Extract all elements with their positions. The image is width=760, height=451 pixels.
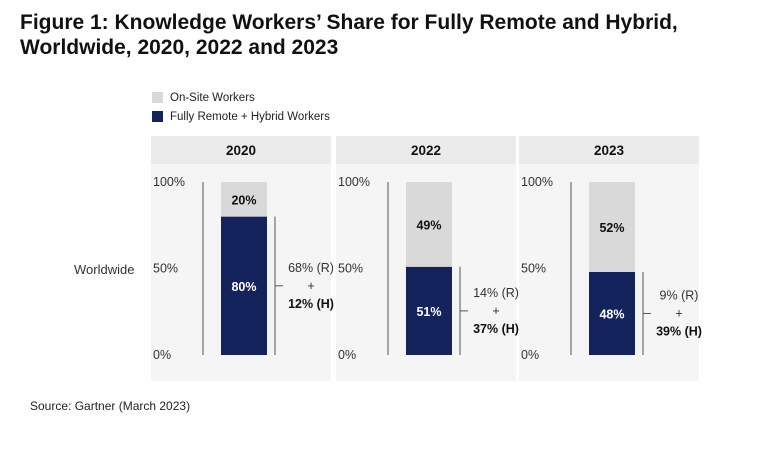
legend-label-remote: Fully Remote + Hybrid Workers: [170, 110, 330, 123]
legend-label-onsite: On-Site Workers: [170, 91, 255, 104]
legend-swatch-onsite: [152, 92, 163, 103]
bar-label-onsite-2023: 52%: [599, 221, 624, 235]
bar-label-onsite-2022: 49%: [416, 218, 441, 232]
y-tick-2023-100: 100%: [521, 175, 553, 189]
bar-remote-2020: [221, 216, 267, 355]
panel-header-label-2020: 2020: [226, 143, 256, 158]
legend: On-Site Workers Fully Remote + Hybrid Wo…: [152, 88, 330, 126]
panel-header-label-2023: 2023: [594, 143, 625, 158]
title-line-1: Figure 1: Knowledge Workers’ Share for F…: [20, 11, 678, 34]
y-tick-2023-50: 50%: [521, 262, 546, 276]
legend-item-remote: Fully Remote + Hybrid Workers: [152, 107, 330, 126]
y-tick-2020-50: 50%: [153, 262, 178, 276]
bar-onsite-2023: [589, 182, 635, 272]
bar-remote-2022: [406, 266, 452, 355]
y-tick-2022-100: 100%: [338, 175, 370, 189]
bar-label-remote-2023: 48%: [599, 307, 624, 321]
panel-header-2022: [336, 136, 516, 164]
bar-label-remote-2020: 80%: [231, 280, 256, 294]
annotation-hybrid-2022: 37% (H): [473, 322, 519, 336]
y-tick-2023-0: 0%: [521, 348, 539, 362]
annotation-remote-2022: 14% (R): [473, 286, 519, 300]
y-tick-2022-0: 0%: [338, 348, 356, 362]
title-line-2: Worldwide, 2020, 2022 and 2023: [20, 36, 339, 59]
annotation-plus-2020: +: [307, 279, 314, 293]
legend-swatch-remote: [152, 111, 163, 122]
source-note: Source: Gartner (March 2023): [30, 399, 191, 413]
panel-header-label-2022: 2022: [411, 143, 441, 158]
panel-header-2023: [519, 136, 699, 164]
bar-remote-2023: [589, 271, 635, 355]
panel-header-2020: [151, 136, 331, 164]
chart-title: Figure 1: Knowledge Workers’ Share for F…: [20, 10, 740, 60]
annotation-plus-2022: +: [492, 304, 499, 318]
legend-item-onsite: On-Site Workers: [152, 88, 330, 107]
bar-onsite-2020: [221, 182, 267, 217]
annotation-remote-2023: 9% (R): [660, 288, 699, 302]
bar-label-onsite-2020: 20%: [231, 193, 256, 207]
annotation-hybrid-2020: 12% (H): [288, 297, 334, 311]
y-tick-2020-100: 100%: [153, 175, 185, 189]
y-tick-2022-50: 50%: [338, 262, 363, 276]
row-label-worldwide: Worldwide: [74, 262, 135, 277]
y-tick-2020-0: 0%: [153, 348, 171, 362]
annotation-hybrid-2023: 39% (H): [656, 324, 702, 338]
annotation-remote-2020: 68% (R): [288, 261, 334, 275]
bar-label-remote-2022: 51%: [416, 305, 441, 319]
bar-onsite-2022: [406, 182, 452, 267]
annotation-plus-2023: +: [675, 306, 682, 320]
